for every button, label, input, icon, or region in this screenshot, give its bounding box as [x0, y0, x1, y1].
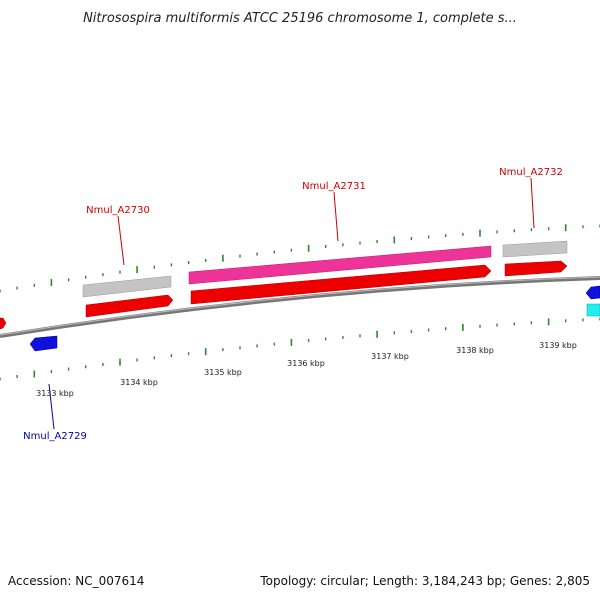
gene-Nmul_A2731-highlight[interactable] [188, 245, 492, 285]
gene-Nmul_A2731-cds[interactable] [190, 264, 492, 305]
scale-tick-label: 3133 kbp [36, 389, 74, 398]
gene-Nmul_A2729-cds[interactable] [29, 335, 58, 352]
gene-label-Nmul_A2729[interactable]: Nmul_A2729 [23, 431, 87, 442]
gene-gray-2730[interactable] [82, 275, 172, 298]
scale-tick-label: 3138 kbp [456, 346, 494, 355]
inner-tick-row [0, 317, 600, 381]
chromosome-backbone-highlight [0, 276, 600, 336]
accession-text: Accession: NC_007614 [8, 574, 145, 588]
scale-tick-label: 3139 kbp [539, 341, 577, 350]
chromosome-backbone [0, 276, 600, 338]
outer-tick-row [0, 224, 600, 293]
scale-tick-label: 3136 kbp [287, 359, 325, 368]
gene-right-edge-cyan[interactable] [586, 303, 600, 317]
gene-label-Nmul_A2732[interactable]: Nmul_A2732 [499, 167, 563, 178]
gene-left-edge-cds[interactable] [0, 317, 7, 330]
scale-tick-labels: 3133 kbp 3134 kbp 3135 kbp 3136 kbp 3137… [36, 341, 577, 398]
scale-tick-label: 3134 kbp [120, 378, 158, 387]
map-title: Nitrosospira multiformis ATCC 25196 chro… [83, 11, 517, 26]
scale-tick-label: 3135 kbp [204, 368, 242, 377]
scale-tick-label: 3137 kbp [371, 352, 409, 361]
gene-Nmul_A2730-cds[interactable] [85, 294, 174, 318]
leader-Nmul_A2730 [117, 215, 125, 266]
gene-label-Nmul_A2730[interactable]: Nmul_A2730 [86, 205, 150, 216]
gene-gray-2732[interactable] [502, 240, 568, 258]
gene-right-edge-blue-cds[interactable] [585, 285, 600, 300]
leader-Nmul_A2732 [530, 177, 535, 229]
gene-Nmul_A2732-cds[interactable] [504, 260, 568, 277]
leader-Nmul_A2731 [333, 191, 339, 242]
leader-Nmul_A2729 [48, 383, 55, 430]
topology-summary-text: Topology: circular; Length: 3,184,243 bp… [260, 574, 590, 588]
gene-label-Nmul_A2731[interactable]: Nmul_A2731 [302, 181, 366, 192]
